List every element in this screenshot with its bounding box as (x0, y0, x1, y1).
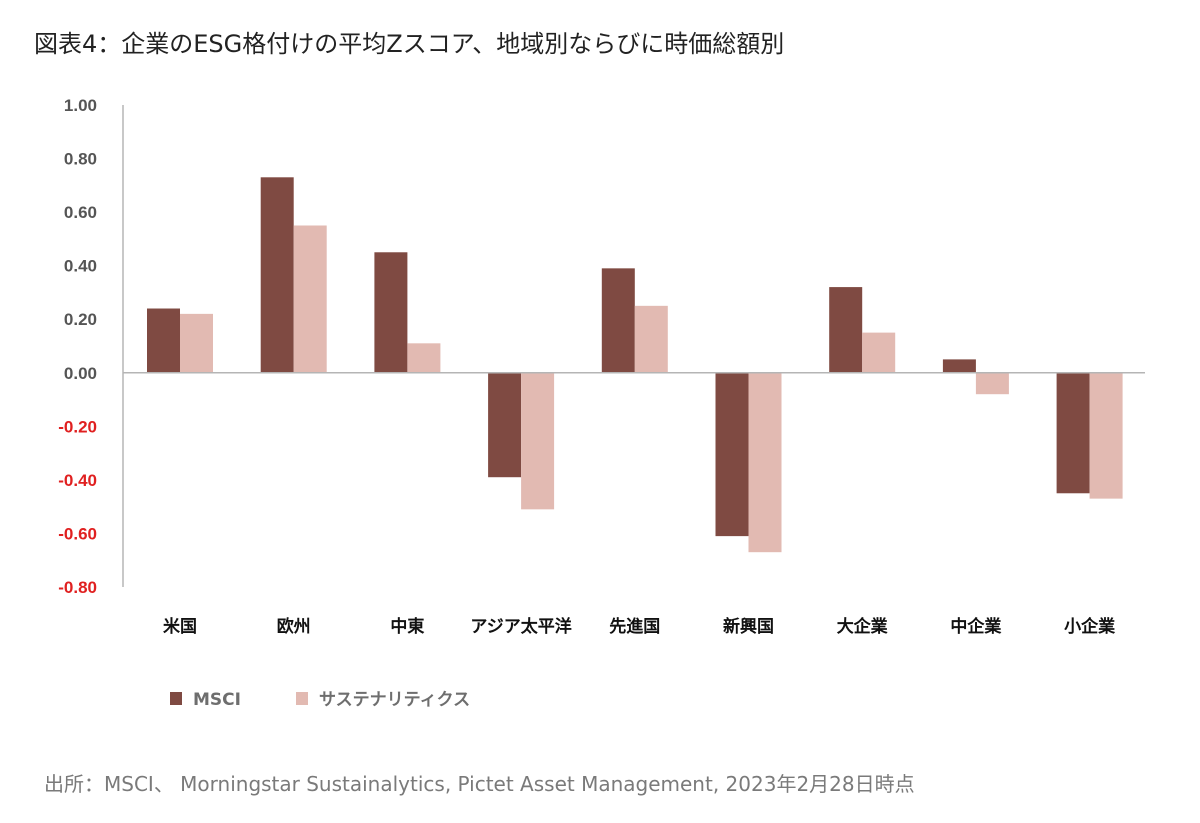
y-tick-label: -0.60 (58, 524, 97, 543)
bar-series (147, 177, 1123, 553)
category-label: 大企業 (837, 616, 888, 637)
bar-chart: 1.00 0.80 0.60 0.40 0.20 0.00 -0.20 -0.40 -0.60 -… (58, 96, 1145, 710)
bar-msci (601, 268, 635, 373)
bar-msci (488, 372, 522, 478)
category-label: 先進国 (609, 616, 660, 637)
category-label: 小企業 (1064, 616, 1115, 637)
legend: MSCI サステナリティクス (170, 690, 470, 710)
bar-sustainalytics (180, 313, 213, 373)
bar-sustainalytics (862, 332, 896, 373)
category-label: アジア太平洋 (470, 616, 571, 637)
category-label: 中企業 (950, 616, 1001, 637)
bar-sustainalytics (748, 372, 782, 553)
bar-msci (942, 359, 976, 373)
bar-sustainalytics (975, 372, 1009, 395)
legend-label: MSCI (193, 690, 241, 710)
bar-sustainalytics (407, 343, 441, 373)
legend-swatch (170, 692, 182, 705)
bar-sustainalytics (293, 225, 327, 373)
chart-title: 図表4：企業のESG格付けの平均Zスコア、地域別ならびに時価総額別 (34, 30, 785, 58)
y-tick-label: 0.40 (64, 257, 97, 276)
y-tick-label: 0.80 (64, 150, 97, 169)
y-tick-label: -0.20 (58, 417, 97, 436)
bar-sustainalytics (634, 305, 668, 373)
legend-swatch (296, 692, 308, 705)
source-note: 出所：MSCI、 Morningstar Sustainalytics, Pic… (44, 772, 915, 796)
bar-msci (374, 252, 408, 373)
y-tick-label: 1.00 (64, 96, 97, 115)
y-tick-label: 0.60 (64, 203, 97, 222)
y-tick-label: -0.80 (58, 578, 97, 597)
bar-msci (147, 308, 180, 373)
y-tick-label: -0.40 (58, 471, 97, 490)
x-axis-category-labels: 米国 欧州 中東 アジア太平洋 先進国 新興国 大企業 中企業 小企業 (163, 616, 1115, 637)
legend-label: サステナリティクス (319, 690, 470, 710)
y-tick-label: 0.20 (64, 310, 97, 329)
bar-msci (1056, 372, 1090, 494)
bar-sustainalytics (1089, 372, 1123, 499)
category-label: 米国 (163, 616, 197, 637)
bar-msci (829, 287, 863, 373)
bar-msci (260, 177, 294, 373)
y-axis-ticks: 1.00 0.80 0.60 0.40 0.20 0.00 -0.20 -0.40 -0.60 -… (58, 96, 97, 597)
y-tick-label: 0.00 (64, 364, 97, 383)
bar-msci (715, 372, 749, 537)
category-label: 欧州 (277, 616, 311, 637)
category-label: 中東 (390, 616, 424, 637)
category-label: 新興国 (723, 616, 774, 637)
bar-sustainalytics (521, 372, 555, 510)
